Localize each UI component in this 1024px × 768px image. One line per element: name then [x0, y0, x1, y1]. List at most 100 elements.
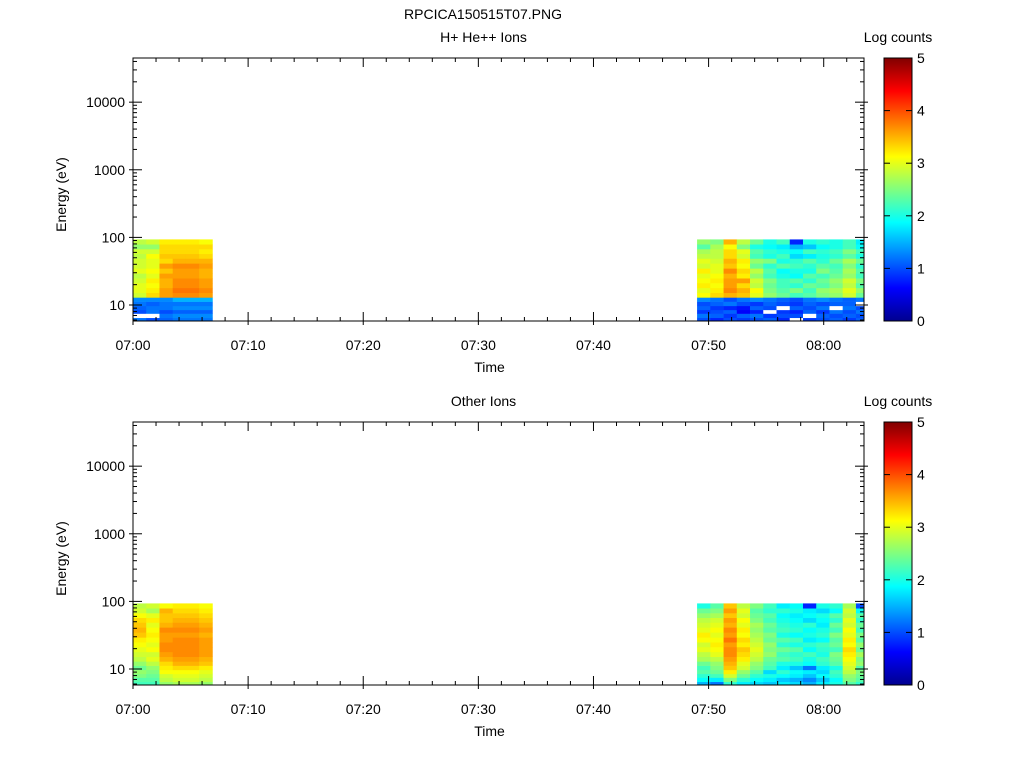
heatmap-cell	[710, 632, 724, 638]
heatmap-cell	[736, 673, 751, 678]
heatmap-cell	[185, 301, 200, 307]
heatmap-cell	[802, 239, 817, 245]
heatmap-cell	[172, 273, 187, 279]
heatmap-cell	[710, 239, 724, 245]
heatmap-cell	[697, 297, 711, 302]
heatmap-cell	[816, 249, 830, 255]
heatmap-cell	[133, 665, 147, 671]
heatmap-cell	[802, 627, 817, 633]
heatmap-cell	[842, 317, 857, 322]
heatmap-cell	[185, 669, 200, 675]
heatmap-cell	[710, 677, 724, 683]
heatmap-cell	[185, 681, 200, 686]
heatmap-cell	[697, 673, 711, 678]
heatmap-cell	[159, 673, 174, 678]
heatmap-cell	[723, 661, 738, 666]
heatmap-cell	[697, 646, 711, 653]
heatmap-cell	[802, 608, 817, 614]
heatmap-cell	[736, 669, 751, 675]
heatmap-cell	[159, 642, 174, 648]
heatmap-cell	[829, 273, 843, 279]
heatmap-cell	[159, 282, 174, 289]
heatmap-cell	[146, 617, 160, 623]
y-tick-label: 10	[109, 297, 125, 313]
heatmap-cell	[723, 656, 738, 662]
heatmap-cell	[172, 632, 187, 638]
heatmap-cell	[776, 646, 791, 653]
heatmap-cell	[146, 309, 160, 314]
heatmap-cell	[750, 282, 764, 289]
heatmap-cell	[697, 622, 711, 628]
heatmap-cell	[789, 282, 804, 289]
heatmap-cell	[185, 292, 200, 298]
heatmap-cell	[736, 651, 751, 658]
heatmap-cell	[185, 249, 200, 255]
heatmap-cell	[816, 627, 830, 633]
heatmap-cell	[816, 681, 830, 686]
heatmap-cell	[185, 603, 200, 609]
y-tick-label: 10	[109, 661, 125, 677]
heatmap-cell	[750, 681, 764, 686]
heatmap-cell	[710, 642, 724, 648]
heatmap-cell	[829, 627, 843, 633]
heatmap-cell	[697, 292, 711, 298]
heatmap-cell	[763, 603, 777, 609]
heatmap-cell	[736, 297, 751, 302]
heatmap-cell	[723, 282, 738, 289]
heatmap-cell	[723, 622, 738, 628]
heatmap-cell	[816, 253, 830, 259]
heatmap-cell	[802, 613, 817, 619]
panel-1: 07:00 07:10 07:20 07:30 07:40 07:50 08:00 Time 1…	[53, 29, 932, 375]
heatmap-cell	[763, 651, 777, 658]
heatmap-cell	[723, 613, 738, 619]
heatmap-cell	[133, 617, 147, 623]
heatmap-cell	[763, 669, 777, 675]
heatmap-cell	[816, 273, 830, 279]
heatmap-cell	[750, 617, 764, 623]
heatmap-cell	[133, 301, 147, 307]
heatmap-cell	[842, 665, 857, 671]
y-axis-label: Energy (eV)	[53, 521, 69, 596]
heatmap-cell	[172, 677, 187, 683]
heatmap-cell	[697, 305, 711, 311]
heatmap-cell	[146, 263, 160, 269]
heatmap-cell	[776, 258, 791, 264]
heatmap-cell	[710, 661, 724, 666]
heatmap-cell	[750, 642, 764, 648]
heatmap-cell	[146, 669, 160, 675]
heatmap-cell	[829, 244, 843, 250]
heatmap-cell	[802, 317, 817, 322]
heatmap-cell	[829, 282, 843, 289]
heatmap-cell	[776, 305, 791, 311]
heatmap-cell	[816, 673, 830, 678]
heatmap-cell	[723, 273, 738, 279]
heatmap-cell	[789, 297, 804, 302]
heatmap-cell	[185, 268, 200, 274]
heatmap-cell	[776, 617, 791, 623]
heatmap-cell	[789, 287, 804, 294]
x-tick-label: 07:20	[346, 701, 381, 717]
heatmap-cell	[133, 268, 147, 274]
heatmap-cell	[146, 278, 160, 284]
heatmap-cell	[816, 258, 830, 264]
heatmap-cell	[199, 253, 213, 259]
heatmap-cell	[763, 239, 777, 245]
colorbar-tick-label: 2	[917, 572, 925, 588]
heatmap-cell	[829, 309, 843, 314]
heatmap-cell	[842, 613, 857, 619]
heatmap-cell	[776, 673, 791, 678]
heatmap-cell	[159, 309, 174, 314]
heatmap-cell	[829, 301, 843, 307]
heatmap-cell	[802, 244, 817, 250]
heatmap-cell	[723, 253, 738, 259]
heatmap-cell	[776, 669, 791, 675]
heatmap-cell	[842, 301, 857, 307]
colorbar-tick-label: 4	[917, 103, 925, 119]
heatmap-cell	[159, 292, 174, 298]
heatmap-cell	[199, 665, 213, 671]
heatmap-cell	[789, 669, 804, 675]
heatmap-cell	[802, 642, 817, 648]
heatmap-cell	[159, 263, 174, 269]
heatmap-cell	[776, 656, 791, 662]
heatmap-cell	[789, 632, 804, 638]
